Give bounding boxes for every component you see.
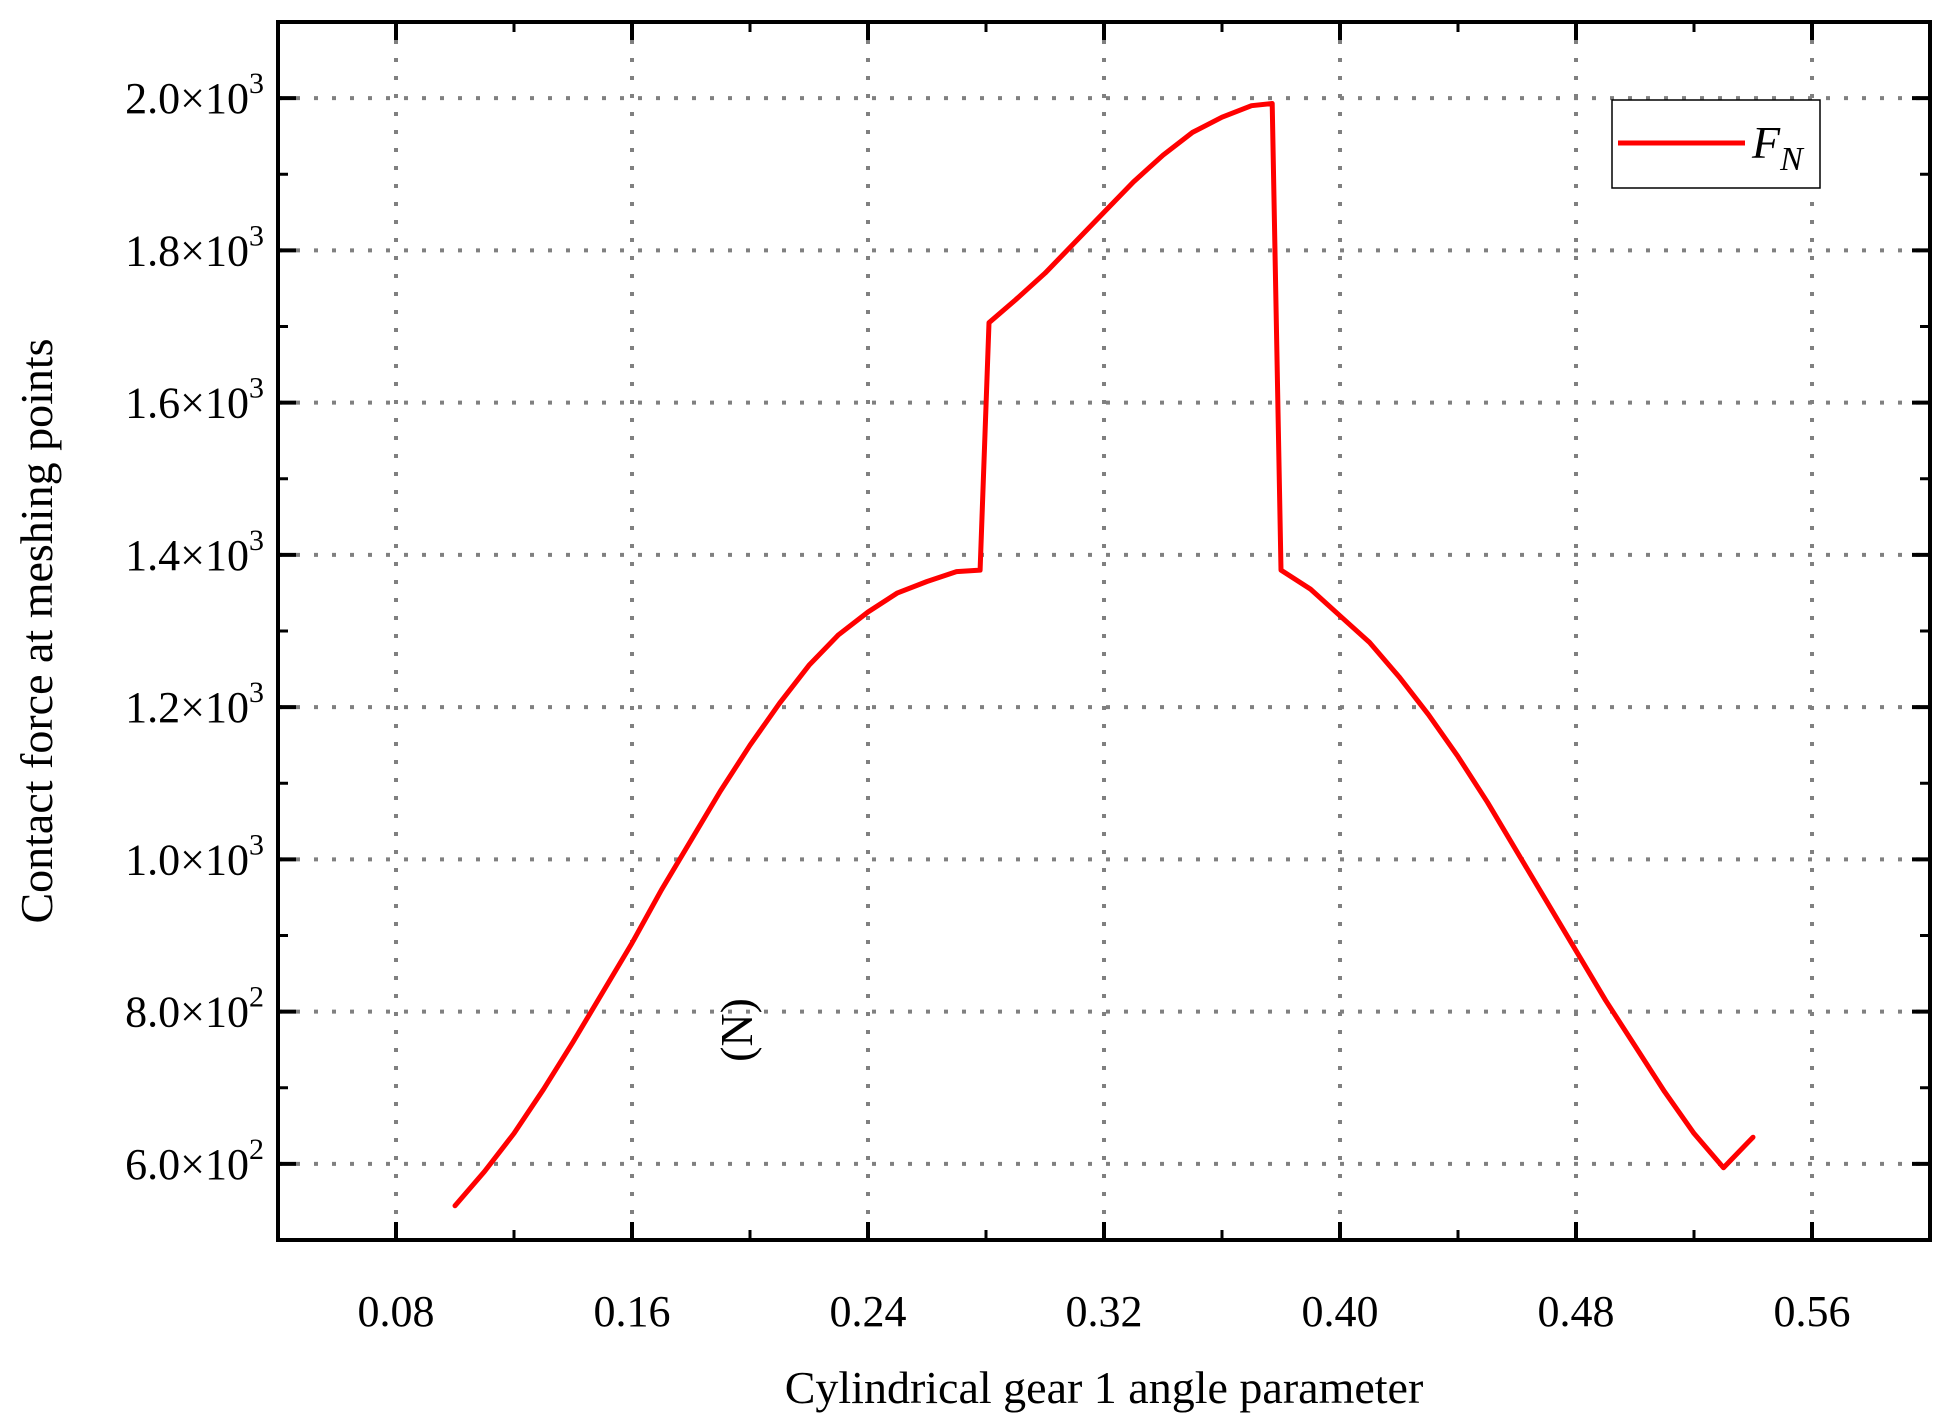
y-tick-label: 2.0×103 — [125, 67, 264, 123]
y-tick-mantissa: 1.6×10 — [125, 379, 249, 428]
y-tick-exponent: 2 — [249, 1133, 264, 1166]
axis-ticks — [278, 20, 1930, 1240]
y-tick-label: 1.0×103 — [125, 828, 264, 884]
y-tick-exponent: 3 — [249, 67, 264, 100]
y-tick-exponent: 2 — [249, 981, 264, 1014]
y-tick-exponent: 3 — [249, 524, 264, 557]
y-axis-unit: (N) — [711, 998, 762, 1062]
y-tick-label: 1.2×103 — [125, 676, 264, 732]
x-tick-labels: 0.08 0.16 0.24 0.32 0.40 0.48 0.56 — [358, 1287, 1851, 1336]
x-axis-title: Cylindrical gear 1 angle parameter — [785, 1362, 1424, 1413]
y-tick-label: 8.0×102 — [125, 981, 264, 1037]
y-tick-mantissa: 1.0×10 — [125, 835, 249, 884]
legend-label: FN — [1751, 117, 1805, 178]
legend: FN — [1611, 99, 1821, 189]
plot-frame — [276, 20, 1932, 1242]
y-tick-exponent: 3 — [249, 828, 264, 861]
y-tick-mantissa: 8.0×10 — [125, 988, 249, 1037]
y-tick-label: 1.8×103 — [125, 219, 264, 275]
x-tick-label: 0.56 — [1774, 1287, 1851, 1336]
legend-label-main: F — [1751, 117, 1781, 168]
x-tick-label: 0.24 — [830, 1287, 907, 1336]
series-line — [452, 101, 1756, 1209]
y-tick-mantissa: 1.4×10 — [125, 531, 249, 580]
grid — [278, 22, 1930, 1240]
y-tick-exponent: 3 — [249, 219, 264, 252]
legend-label-sub: N — [1779, 141, 1805, 178]
y-tick-exponent: 3 — [249, 676, 264, 709]
y-tick-mantissa: 2.0×10 — [125, 74, 249, 123]
y-tick-mantissa: 6.0×10 — [125, 1140, 249, 1189]
y-tick-labels: 6.0×1028.0×1021.0×1031.2×1031.4×1031.6×1… — [125, 67, 264, 1189]
y-tick-exponent: 3 — [249, 372, 264, 405]
x-tick-label: 0.40 — [1302, 1287, 1379, 1336]
x-tick-label: 0.16 — [594, 1287, 671, 1336]
x-tick-label: 0.48 — [1538, 1287, 1615, 1336]
y-tick-label: 6.0×102 — [125, 1133, 264, 1189]
y-tick-mantissa: 1.8×10 — [125, 226, 249, 275]
y-tick-label: 1.6×103 — [125, 372, 264, 428]
series-layer — [452, 101, 1756, 1209]
y-axis-title: Contact force at meshing points — [11, 338, 62, 923]
y-tick-label: 1.4×103 — [125, 524, 264, 580]
x-tick-label: 0.32 — [1066, 1287, 1143, 1336]
x-tick-label: 0.08 — [358, 1287, 435, 1336]
y-tick-mantissa: 1.2×10 — [125, 683, 249, 732]
